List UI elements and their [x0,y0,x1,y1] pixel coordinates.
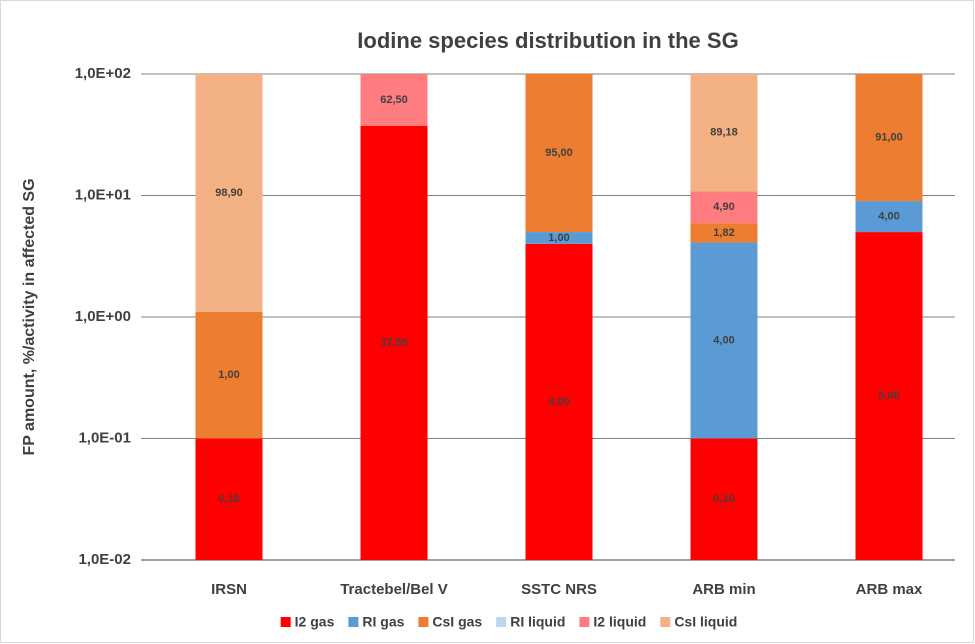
legend-swatch [579,617,590,627]
legend-label: I2 liquid [593,614,646,630]
data-label: 62,50 [380,94,408,106]
data-label: 4,00 [878,210,899,222]
bar-segment [855,232,923,561]
x-tick-label: SSTC NRS [521,581,597,598]
bar-segment [690,242,758,439]
data-label: 89,18 [710,127,738,139]
data-label: 4,90 [713,201,734,213]
legend-label: CsI gas [432,614,482,630]
legend-swatch [280,617,291,627]
y-tick-label: 1,0E-02 [78,551,131,568]
data-label: 0,10 [713,493,734,505]
y-tick-label: 1,0E+01 [75,186,131,203]
y-tick-label: 1,0E-01 [78,429,131,446]
legend-swatch [418,617,429,627]
y-tick-label: 1,0E+00 [75,308,131,325]
legend-label: RI gas [362,614,404,630]
bar-segment [690,74,758,192]
chart-title: Iodine species distribution in the SG [357,28,738,53]
legend-label: I2 gas [295,614,335,630]
y-axis-label: FP amount, %/activity in affected SG [21,178,38,455]
x-tick-label: ARB max [856,581,923,598]
data-label: 37,50 [380,337,408,349]
bar-segment [690,191,758,224]
bar-segment [360,74,428,126]
bar-segment [855,201,923,233]
bar-segment [690,438,758,560]
bar-segment [525,243,593,560]
legend-label: CsI liquid [674,614,737,630]
bar-segment [690,223,758,243]
data-label: 91,00 [875,131,903,143]
data-label: 95,00 [545,147,573,159]
bar-segment [525,232,593,244]
data-label: 1,00 [548,232,569,244]
data-label: 4,00 [548,396,569,408]
bar-segment [360,125,428,561]
data-label: 98,90 [215,187,243,199]
legend-swatch [496,617,507,627]
data-label: 4,00 [713,334,734,346]
data-label: 0,10 [218,493,239,505]
bar-segment [195,74,263,312]
x-tick-label: IRSN [211,581,247,598]
bar-segment [195,438,263,560]
x-tick-label: Tractebel/Bel V [340,581,448,598]
legend-swatch [660,617,671,627]
legend-label: RI liquid [510,614,565,630]
data-label: 1,00 [218,369,239,381]
bar-segment [525,74,593,233]
legend-swatch [348,617,359,627]
bar-segment [855,74,923,202]
y-tick-label: 1,0E+02 [75,65,131,82]
bar-segment [195,311,263,439]
data-label: 5,00 [878,390,899,402]
x-tick-label: ARB min [692,581,755,598]
data-label: 1,82 [713,227,734,239]
